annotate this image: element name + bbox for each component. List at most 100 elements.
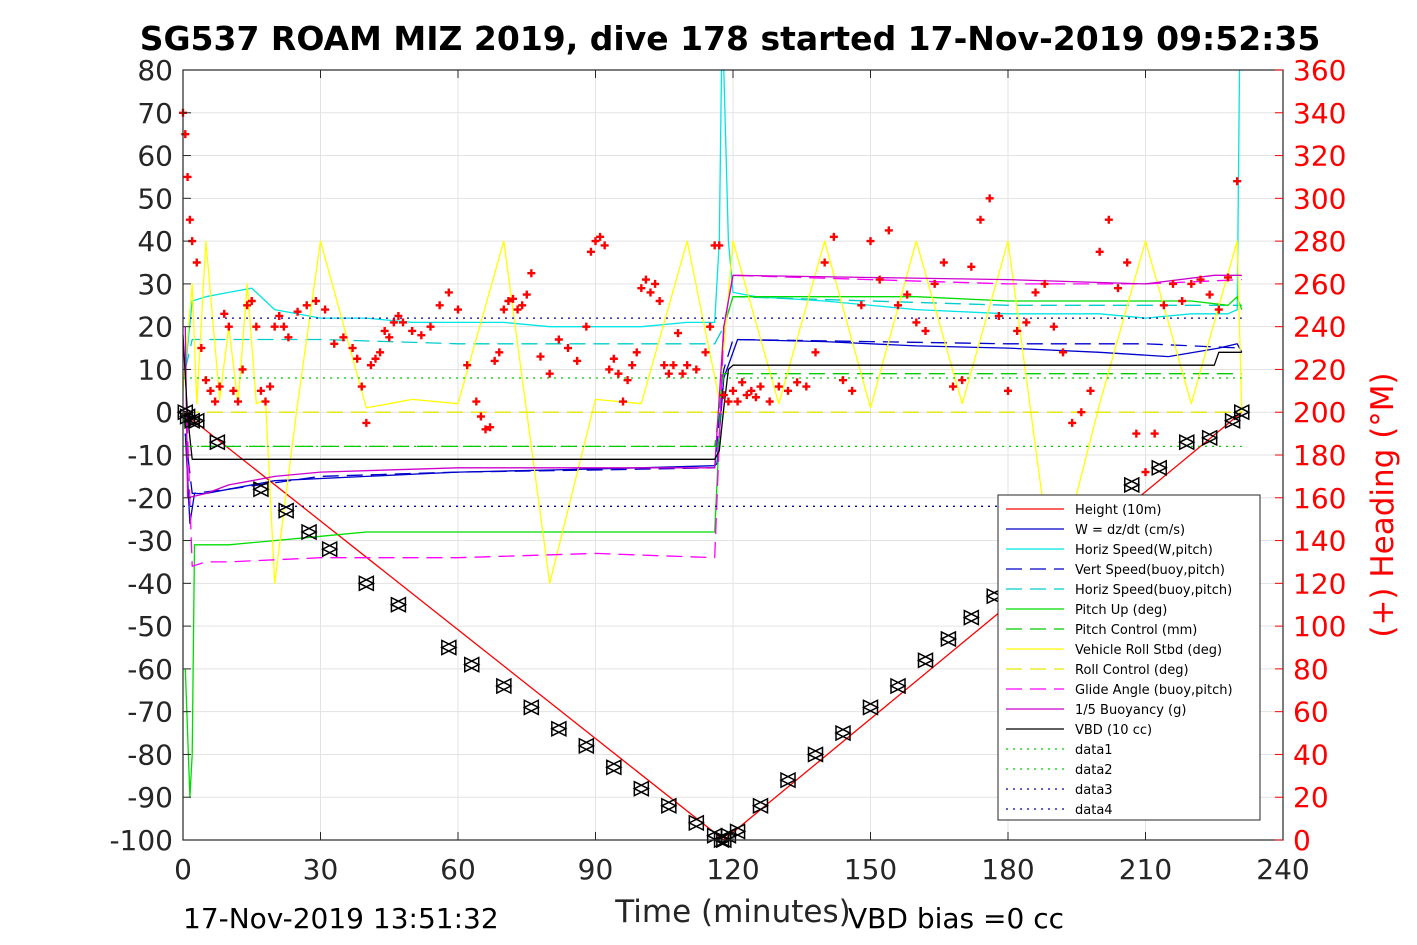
legend-label: VBD (10 cc) <box>1075 723 1152 738</box>
height-marker <box>277 502 295 519</box>
heading-marker <box>884 226 893 235</box>
heading-marker <box>1123 258 1132 267</box>
heading-marker <box>733 397 742 406</box>
heading-marker <box>554 335 563 344</box>
heading-marker <box>362 418 371 427</box>
heading-marker <box>609 354 618 363</box>
heading-marker <box>238 365 247 374</box>
heading-marker <box>628 361 637 370</box>
heading-marker <box>444 288 453 297</box>
x-tick-label: 210 <box>1119 853 1172 886</box>
height-marker <box>962 609 981 626</box>
heading-marker <box>454 305 462 314</box>
heading-marker <box>256 386 265 395</box>
height-marker <box>1223 412 1242 429</box>
heading-marker <box>719 391 728 400</box>
y2-tick-label: 60 <box>1293 696 1329 729</box>
heading-marker <box>742 391 751 400</box>
y-tick-label: 40 <box>137 225 173 258</box>
heading-marker <box>756 382 765 391</box>
y2-tick-label: 280 <box>1293 225 1346 258</box>
heading-marker <box>192 258 201 267</box>
heading-marker <box>513 305 522 314</box>
legend-label: Pitch Control (mm) <box>1075 623 1197 638</box>
heading-marker <box>302 301 311 310</box>
y-tick-label: -10 <box>127 439 173 472</box>
heading-marker <box>463 361 472 370</box>
y2-tick-label: 320 <box>1293 140 1346 173</box>
heading-marker <box>949 382 957 391</box>
y-tick-label: 10 <box>137 353 173 386</box>
x-tick-label: 0 <box>174 853 192 886</box>
heading-marker <box>293 307 302 316</box>
height-marker <box>208 433 227 451</box>
height-marker <box>1233 404 1251 421</box>
heading-marker <box>660 361 669 370</box>
height-marker <box>889 677 907 695</box>
heading-marker <box>774 382 783 391</box>
heading-marker <box>1068 418 1077 427</box>
heading-marker <box>284 333 293 342</box>
x-tick-label: 120 <box>706 853 759 886</box>
series-glide <box>184 274 1242 567</box>
legend-label: Vehicle Roll Stbd (deg) <box>1075 643 1222 658</box>
heading-marker <box>1169 279 1177 288</box>
heading-marker <box>1178 297 1187 305</box>
legend: Height (10m) W = dz/dt (cm/s) Horiz Speed(… <box>997 494 1261 821</box>
y-tick-label: -20 <box>127 482 173 515</box>
heading-marker <box>930 279 939 288</box>
heading-marker <box>252 322 261 331</box>
footer-vbd-bias: VBD bias =0 cc <box>848 902 1064 935</box>
y2-tick-label: 340 <box>1293 97 1346 130</box>
y2-axis-label: (+) Heading (°M) <box>1365 372 1401 637</box>
y2-tick-label: 100 <box>1293 610 1346 643</box>
y2-tick-label: 0 <box>1293 824 1311 857</box>
heading-marker <box>1114 284 1122 293</box>
legend-label: Glide Angle (buoy,pitch) <box>1075 683 1233 698</box>
heading-marker <box>321 305 330 314</box>
height-marker <box>440 639 458 656</box>
heading-marker <box>518 301 527 310</box>
heading-marker <box>715 241 724 250</box>
height-marker <box>806 746 825 763</box>
heading-marker <box>619 397 627 406</box>
y-tick-label: -90 <box>127 781 173 814</box>
heading-marker <box>784 386 792 395</box>
height-marker <box>751 797 770 814</box>
heading-marker <box>793 378 802 387</box>
heading-marker <box>499 305 508 314</box>
heading-marker <box>903 290 912 299</box>
y2-tick-label: 360 <box>1293 54 1346 87</box>
heading-marker <box>201 376 210 385</box>
heading-marker <box>1077 408 1086 417</box>
x-tick-label: 240 <box>1256 853 1309 886</box>
heading-marker <box>1205 290 1214 299</box>
heading-marker <box>994 311 1003 320</box>
y2-tick-label: 260 <box>1293 268 1346 301</box>
heading-marker <box>724 397 733 406</box>
heading-marker <box>1059 348 1067 357</box>
height-marker <box>861 699 880 716</box>
heading-marker <box>976 215 985 224</box>
footer-timestamp: 17-Nov-2019 13:51:32 <box>183 902 499 935</box>
heading-marker <box>371 354 380 363</box>
heading-marker <box>339 333 348 342</box>
heading-marker <box>921 326 930 335</box>
y-tick-label: -60 <box>127 653 173 686</box>
height-marker <box>1150 459 1168 477</box>
legend-label: data4 <box>1075 803 1113 818</box>
heading-marker <box>357 382 366 391</box>
y2-tick-label: 240 <box>1293 311 1346 344</box>
heading-marker <box>701 348 710 357</box>
series-w <box>184 338 1243 525</box>
heading-marker <box>380 326 389 335</box>
heading-marker <box>495 348 504 357</box>
heading-marker <box>655 297 664 305</box>
height-marker <box>188 412 206 429</box>
heading-marker <box>1049 322 1058 331</box>
heading-marker <box>706 322 715 331</box>
heading-marker <box>811 348 820 357</box>
heading-marker <box>197 344 206 353</box>
heading-marker <box>866 237 875 246</box>
height-marker <box>605 759 623 776</box>
